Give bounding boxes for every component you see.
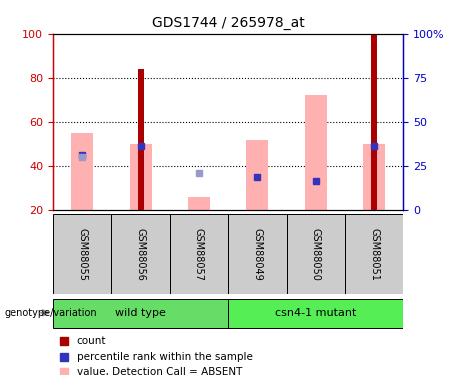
Bar bbox=[71, 133, 93, 210]
Bar bbox=[363, 144, 385, 210]
Text: GSM88055: GSM88055 bbox=[77, 228, 87, 280]
Text: genotype/variation: genotype/variation bbox=[5, 308, 97, 318]
Text: csn4-1 mutant: csn4-1 mutant bbox=[275, 308, 356, 318]
Text: GSM88056: GSM88056 bbox=[136, 228, 146, 280]
Text: GSM88050: GSM88050 bbox=[311, 228, 321, 280]
Bar bbox=[53, 214, 112, 294]
Bar bbox=[112, 214, 170, 294]
Bar bbox=[130, 144, 152, 210]
Bar bbox=[345, 214, 403, 294]
Bar bbox=[371, 34, 377, 210]
Bar bbox=[287, 214, 345, 294]
Bar bbox=[228, 298, 403, 328]
Bar bbox=[138, 69, 143, 210]
Bar bbox=[246, 140, 268, 210]
Text: GSM88057: GSM88057 bbox=[194, 228, 204, 280]
Text: wild type: wild type bbox=[115, 308, 166, 318]
Text: value, Detection Call = ABSENT: value, Detection Call = ABSENT bbox=[77, 368, 242, 375]
Text: GSM88049: GSM88049 bbox=[252, 228, 262, 280]
Bar bbox=[170, 214, 228, 294]
Title: GDS1744 / 265978_at: GDS1744 / 265978_at bbox=[152, 16, 305, 30]
Bar bbox=[188, 197, 210, 210]
Bar bbox=[53, 298, 228, 328]
Text: GSM88051: GSM88051 bbox=[369, 228, 379, 280]
Text: count: count bbox=[77, 336, 106, 346]
Bar bbox=[228, 214, 287, 294]
Bar bbox=[305, 96, 327, 210]
Text: percentile rank within the sample: percentile rank within the sample bbox=[77, 352, 253, 362]
